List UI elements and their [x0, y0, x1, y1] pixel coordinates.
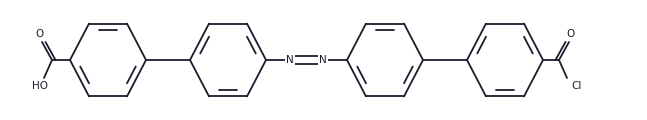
Text: N: N [287, 55, 294, 65]
Text: O: O [567, 29, 575, 39]
Text: N: N [319, 55, 327, 65]
Text: Cl: Cl [571, 81, 582, 91]
Text: O: O [36, 29, 44, 39]
Text: HO: HO [32, 81, 48, 91]
